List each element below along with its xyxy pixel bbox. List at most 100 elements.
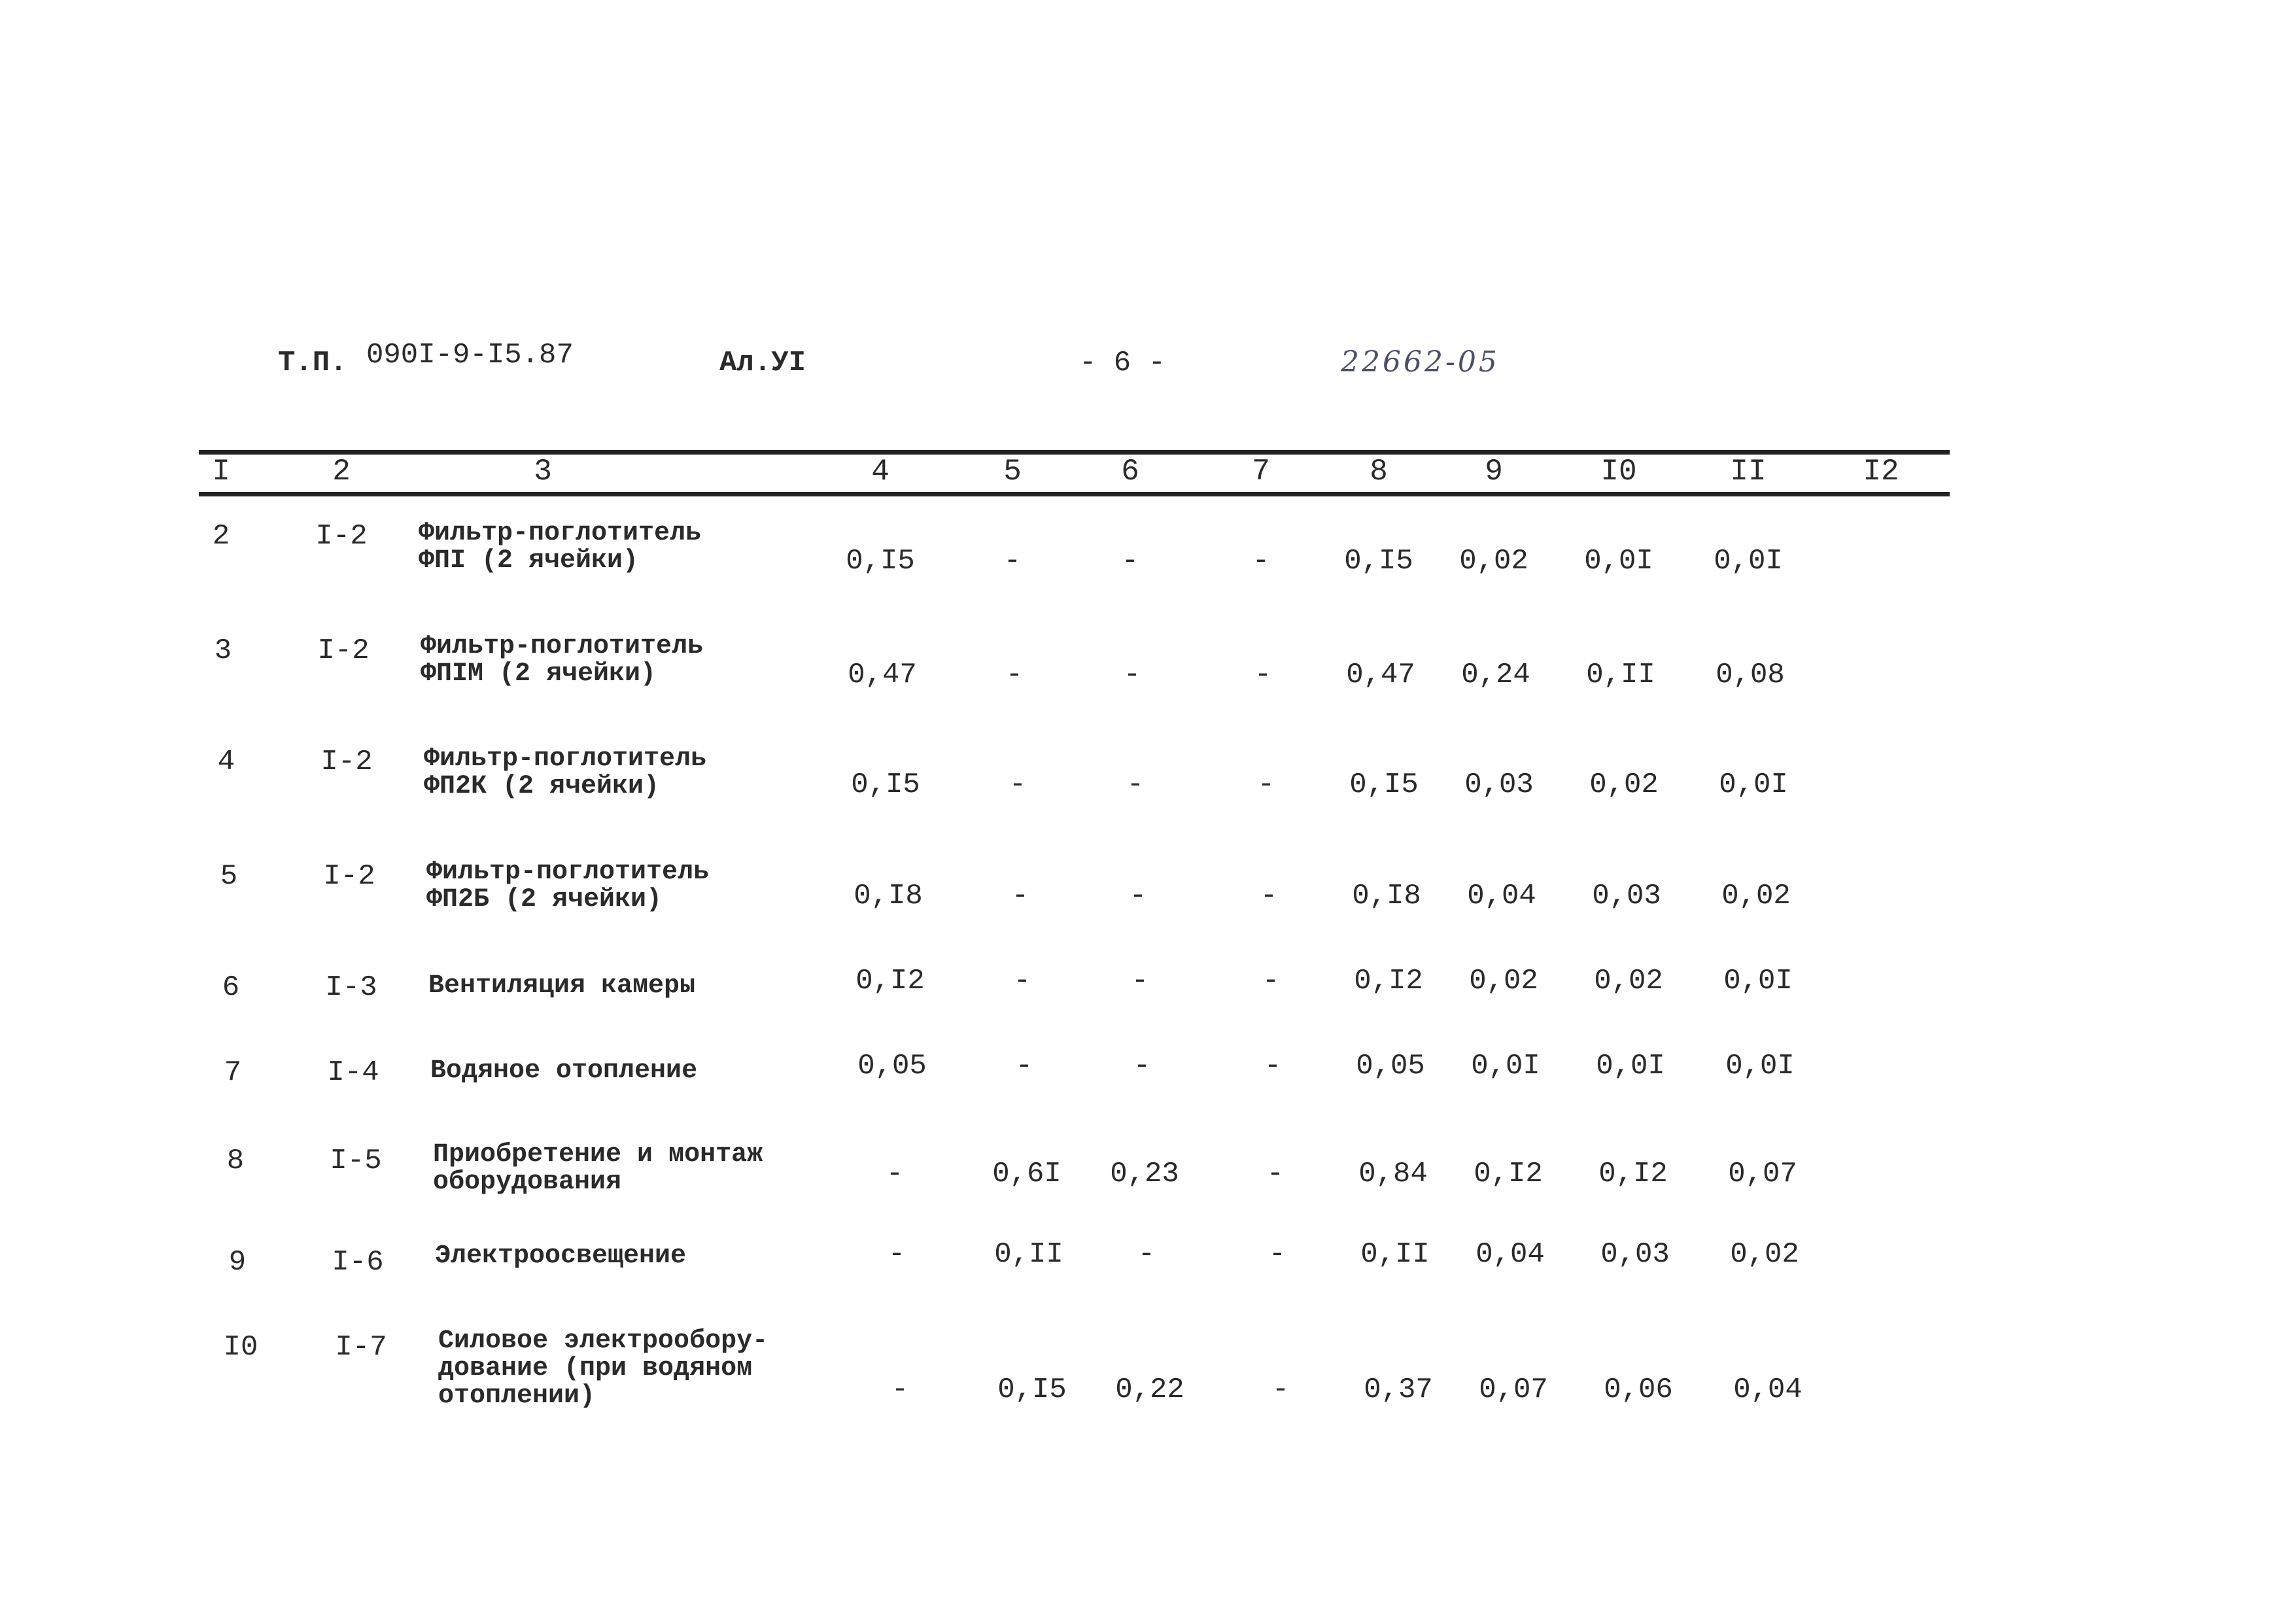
cell-col-6: 0,22: [1115, 1373, 1184, 1406]
cell-col-9: 0,04: [1467, 880, 1536, 912]
cell-col-5: 0,II: [994, 1238, 1063, 1271]
cell-col-9: 0,0I: [1471, 1050, 1540, 1082]
cell-col-6: -: [1121, 545, 1139, 578]
cell-col-8: 0,II: [1360, 1238, 1430, 1271]
row-description: Электроосвещение: [435, 1241, 687, 1271]
row-reference: I-2: [317, 634, 370, 667]
column-header-6: 6: [1121, 455, 1139, 489]
cell-col-11: 0,07: [1728, 1158, 1797, 1190]
row-reference: I-4: [327, 1056, 379, 1089]
cell-col-11: 0,02: [1721, 880, 1791, 912]
cell-col-5: 0,I5: [997, 1373, 1067, 1406]
cell-col-5: -: [1003, 545, 1022, 578]
column-header-8: 8: [1370, 455, 1388, 489]
row-number: 8: [226, 1145, 245, 1177]
cell-col-10: 0,0I: [1596, 1050, 1665, 1082]
cell-col-10: 0,02: [1589, 769, 1659, 801]
cell-col-7: -: [1268, 1238, 1286, 1271]
cell-col-4: 0,05: [857, 1050, 927, 1082]
cell-col-11: 0,0I: [1719, 769, 1788, 801]
column-header-4: 4: [871, 455, 889, 489]
row-number: 2: [212, 520, 230, 553]
project-prefix: Т.П.: [278, 347, 347, 379]
row-reference: I-5: [330, 1145, 382, 1177]
cell-col-10: 0,II: [1586, 659, 1655, 691]
cell-col-6: -: [1137, 1238, 1156, 1271]
cell-col-4: 0,47: [848, 659, 917, 691]
column-header-2: 2: [332, 455, 351, 489]
cell-col-11: 0,0I: [1723, 965, 1793, 997]
album-number: Ал.УI: [719, 347, 806, 379]
cell-col-8: 0,37: [1364, 1373, 1433, 1406]
cell-col-11: 0,02: [1730, 1238, 1799, 1271]
row-reference: I-3: [325, 971, 377, 1004]
cell-col-6: -: [1126, 769, 1145, 801]
cell-col-8: 0,I2: [1354, 965, 1423, 997]
cell-col-5: -: [1009, 769, 1027, 801]
cell-col-4: 0,I2: [855, 965, 925, 997]
cell-col-7: -: [1262, 965, 1280, 997]
cell-col-4: -: [886, 1158, 904, 1190]
row-number: 3: [214, 634, 232, 667]
cell-col-6: -: [1133, 1050, 1151, 1082]
cell-col-9: 0,02: [1469, 965, 1538, 997]
cell-col-11: 0,0I: [1714, 545, 1783, 578]
row-description: Фильтр-поглотитель ФП2Б (2 ячейки): [426, 857, 710, 914]
cell-col-8: 0,I5: [1344, 545, 1413, 578]
cell-col-4: -: [891, 1373, 909, 1406]
cell-col-6: -: [1123, 659, 1141, 691]
cell-col-8: 0,84: [1358, 1158, 1428, 1190]
cell-col-7: -: [1264, 1050, 1282, 1082]
cell-col-7: -: [1266, 1158, 1285, 1190]
column-header-7: 7: [1252, 455, 1270, 489]
row-reference: I-2: [320, 746, 373, 778]
cell-col-4: 0,I8: [854, 880, 923, 912]
row-description: Фильтр-поглотитель ФПIМ (2 ячейки): [421, 632, 704, 689]
column-header-12: I2: [1863, 455, 1899, 489]
cell-col-10: 0,06: [1604, 1373, 1673, 1406]
row-number: 7: [224, 1056, 242, 1089]
row-number: I0: [223, 1331, 258, 1364]
row-reference: I-2: [315, 520, 368, 553]
row-description: Приобретение и монтаж оборудования: [433, 1140, 763, 1197]
row-number: 9: [228, 1246, 247, 1279]
cell-col-7: -: [1271, 1373, 1290, 1406]
cell-col-11: 0,08: [1716, 659, 1785, 691]
cell-col-5: -: [1005, 659, 1024, 691]
cell-col-10: 0,02: [1594, 965, 1663, 997]
row-reference: I-6: [332, 1246, 384, 1279]
cell-col-8: 0,05: [1356, 1050, 1425, 1082]
cell-col-10: 0,I2: [1598, 1158, 1668, 1190]
cell-col-5: -: [1015, 1050, 1033, 1082]
row-number: 4: [217, 746, 235, 778]
cell-col-8: 0,I8: [1352, 880, 1421, 912]
cell-col-5: -: [1013, 965, 1031, 997]
document-number: 22662-05: [1341, 345, 1500, 379]
cell-col-5: -: [1011, 880, 1029, 912]
cell-col-9: 0,07: [1479, 1373, 1548, 1406]
cell-col-5: 0,6I: [992, 1158, 1061, 1190]
cell-col-7: -: [1260, 880, 1278, 912]
table-header-rule: [199, 492, 1950, 496]
row-number: 6: [222, 971, 240, 1004]
row-description: Силовое электрообору- дование (при водян…: [438, 1326, 768, 1411]
row-reference: I-2: [323, 860, 375, 893]
cell-col-10: 0,03: [1600, 1238, 1670, 1271]
row-description: Водяное отопление: [430, 1056, 698, 1086]
cell-col-6: 0,23: [1110, 1158, 1179, 1190]
cell-col-7: -: [1252, 545, 1270, 578]
page-number: - 6 -: [1079, 347, 1166, 379]
cell-col-9: 0,02: [1459, 545, 1528, 578]
column-header-1: I: [212, 455, 230, 489]
row-number: 5: [220, 860, 238, 893]
cell-col-6: -: [1131, 965, 1149, 997]
cell-col-9: 0,24: [1461, 659, 1530, 691]
cell-col-6: -: [1129, 880, 1147, 912]
table-top-rule: [199, 450, 1950, 455]
cell-col-9: 0,I2: [1474, 1158, 1543, 1190]
row-reference: I-7: [335, 1331, 387, 1364]
cell-col-10: 0,03: [1592, 880, 1661, 912]
cell-col-8: 0,I5: [1349, 769, 1419, 801]
cell-col-8: 0,47: [1346, 659, 1415, 691]
cell-col-9: 0,03: [1464, 769, 1534, 801]
